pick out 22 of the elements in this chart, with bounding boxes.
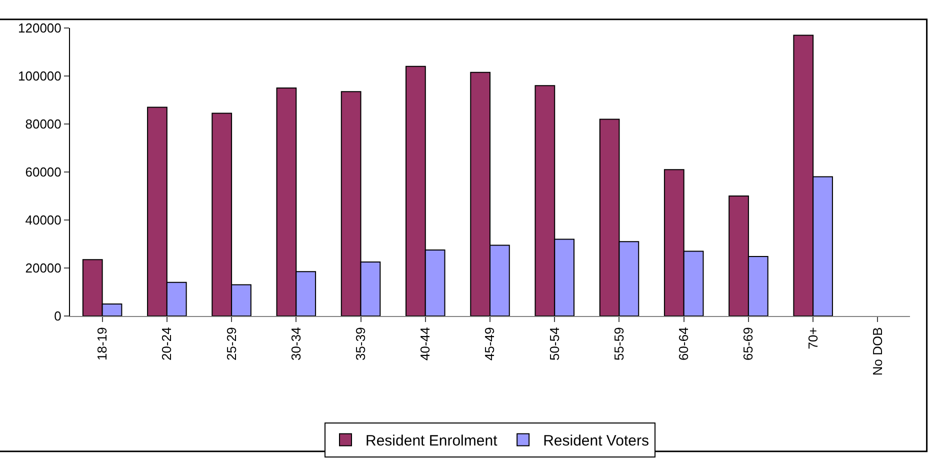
legend-label: Resident Voters bbox=[543, 432, 649, 450]
y-tick-label: 80000 bbox=[25, 116, 62, 132]
y-tick-label: 120000 bbox=[18, 20, 62, 36]
x-tick-label: 20-24 bbox=[159, 327, 174, 360]
y-tick-label: 20000 bbox=[25, 260, 62, 276]
x-tick-label: 40-44 bbox=[418, 327, 433, 360]
x-tick-label: 60-64 bbox=[676, 327, 692, 360]
x-tick-label: 70+ bbox=[805, 327, 820, 350]
x-tick-label: No DOB bbox=[870, 327, 885, 376]
x-tick-label: 30-34 bbox=[288, 327, 304, 360]
x-tick-label: 18-19 bbox=[94, 327, 110, 360]
y-tick-label: 100000 bbox=[18, 68, 62, 84]
x-tick-label: 50-54 bbox=[546, 327, 562, 360]
y-tick-label: 40000 bbox=[25, 212, 62, 228]
x-tick-label: 55-59 bbox=[611, 327, 626, 360]
x-tick-label: 65-69 bbox=[740, 327, 756, 360]
x-tick-label: 45-49 bbox=[482, 327, 498, 360]
x-tick-label: 35-39 bbox=[352, 327, 368, 360]
x-tick-label: 25-29 bbox=[224, 327, 239, 360]
y-tick-label: 0 bbox=[54, 308, 62, 324]
y-tick-label: 60000 bbox=[25, 164, 62, 180]
legend-label: Resident Enrolment bbox=[366, 432, 498, 450]
